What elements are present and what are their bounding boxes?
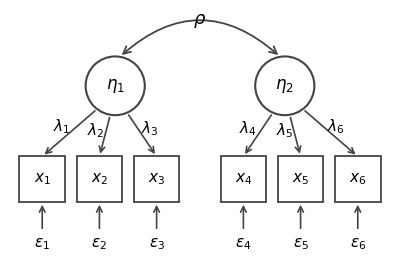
Text: $x_4$: $x_4$ xyxy=(235,171,252,187)
Bar xyxy=(278,157,324,202)
Text: $\eta_1$: $\eta_1$ xyxy=(106,77,125,95)
Text: $\varepsilon_6$: $\varepsilon_6$ xyxy=(350,236,366,252)
Bar xyxy=(134,157,180,202)
Text: $x_5$: $x_5$ xyxy=(292,171,309,187)
Text: $\varepsilon_5$: $\varepsilon_5$ xyxy=(292,236,308,252)
Text: $\rho$: $\rho$ xyxy=(193,12,207,30)
Text: $\lambda_6$: $\lambda_6$ xyxy=(327,118,345,136)
Bar xyxy=(220,157,266,202)
Text: $\lambda_2$: $\lambda_2$ xyxy=(87,121,104,140)
Text: $x_6$: $x_6$ xyxy=(349,171,366,187)
Text: $\lambda_1$: $\lambda_1$ xyxy=(52,118,70,136)
Text: $\varepsilon_4$: $\varepsilon_4$ xyxy=(235,236,252,252)
Text: $x_3$: $x_3$ xyxy=(148,171,165,187)
Text: $\varepsilon_3$: $\varepsilon_3$ xyxy=(148,236,165,252)
Text: $\varepsilon_2$: $\varepsilon_2$ xyxy=(92,236,107,252)
Text: $\lambda_4$: $\lambda_4$ xyxy=(239,120,256,139)
Text: $\lambda_5$: $\lambda_5$ xyxy=(276,121,293,140)
Text: $\eta_2$: $\eta_2$ xyxy=(276,77,294,95)
Bar xyxy=(335,157,381,202)
Bar xyxy=(76,157,122,202)
Text: $\varepsilon_1$: $\varepsilon_1$ xyxy=(34,236,50,252)
Bar xyxy=(19,157,65,202)
Text: $x_2$: $x_2$ xyxy=(91,171,108,187)
Text: $\lambda_3$: $\lambda_3$ xyxy=(140,120,158,139)
FancyArrowPatch shape xyxy=(123,20,277,54)
Text: $x_1$: $x_1$ xyxy=(34,171,51,187)
